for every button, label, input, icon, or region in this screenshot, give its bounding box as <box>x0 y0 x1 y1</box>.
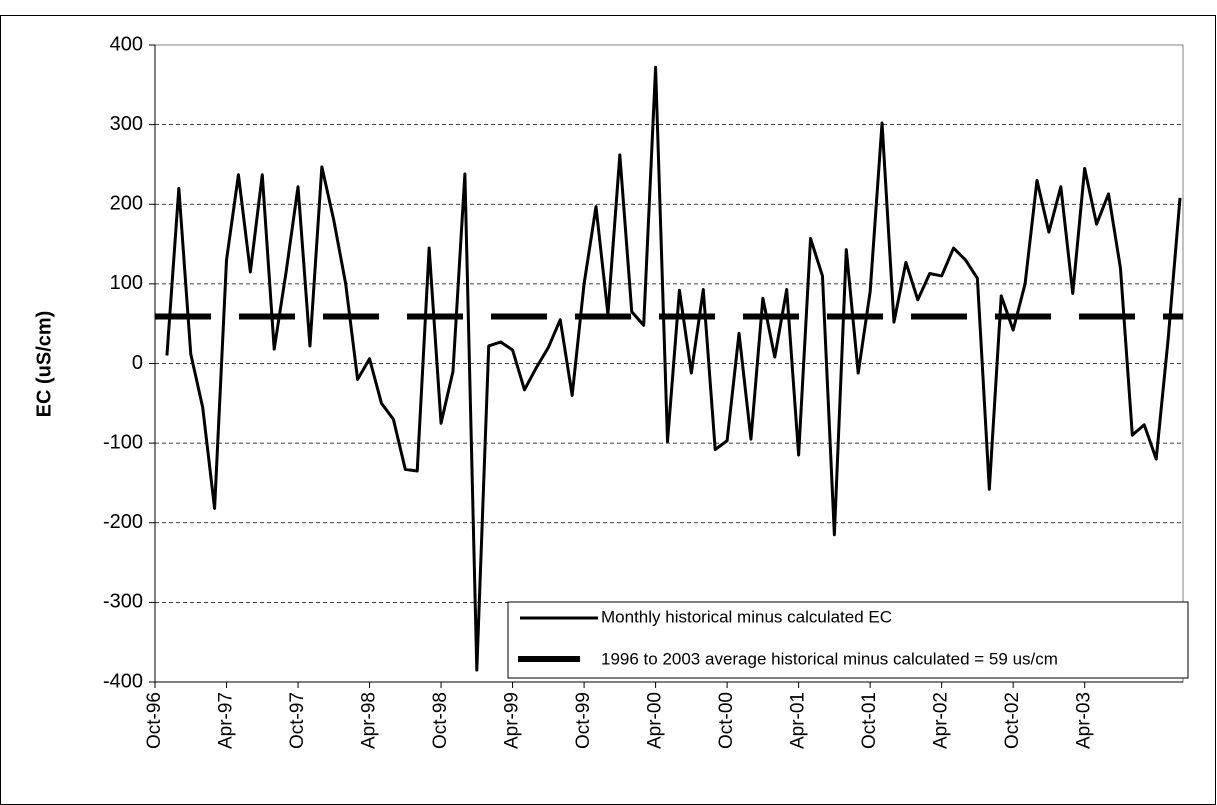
y-tick-label: -100 <box>103 431 143 453</box>
x-tick-label: Apr-99 <box>502 692 523 749</box>
x-tick-label: Apr-02 <box>931 692 952 749</box>
x-tick-label: Apr-97 <box>216 692 237 749</box>
x-tick-label: Oct-99 <box>573 692 594 749</box>
legend-label: Monthly historical minus calculated EC <box>601 607 892 626</box>
x-tick-label: Apr-03 <box>1074 692 1095 749</box>
y-tick-label: -400 <box>103 670 143 692</box>
series-line <box>165 65 1182 672</box>
legend-label: 1996 to 2003 average historical minus ca… <box>601 649 1058 668</box>
x-tick-label: Oct-00 <box>716 692 737 749</box>
y-tick-label: 300 <box>110 113 143 135</box>
x-tick-label: Oct-02 <box>1002 692 1023 749</box>
y-tick-label: 400 <box>110 33 143 55</box>
y-axis-label: EC (uS/cm) <box>33 311 55 418</box>
y-tick-label: 200 <box>110 193 143 215</box>
x-tick-label: Apr-98 <box>359 692 380 749</box>
x-tick-label: Oct-98 <box>430 692 451 749</box>
legend-box <box>507 601 1189 679</box>
y-tick-label: 0 <box>132 352 143 374</box>
y-tick-label: -200 <box>103 511 143 533</box>
y-tick-label: 100 <box>110 272 143 294</box>
x-tick-label: Apr-01 <box>788 692 809 749</box>
x-tick-label: Oct-96 <box>144 692 165 749</box>
y-tick-label: -300 <box>103 591 143 613</box>
x-tick-label: Oct-01 <box>859 692 880 749</box>
x-tick-label: Apr-00 <box>645 692 666 749</box>
x-tick-label: Oct-97 <box>287 692 308 749</box>
